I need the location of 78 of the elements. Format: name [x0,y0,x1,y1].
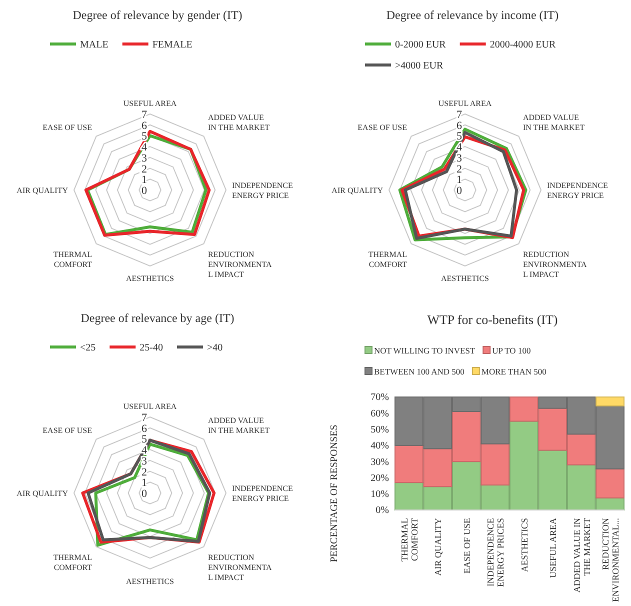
legend-label: FEMALE [152,40,192,50]
spoke-label: AESTHETICS [126,577,174,586]
y-tick-label: 70% [370,392,389,404]
y-tick-label: 10% [370,489,389,500]
spoke-label: ADDED VALUE IN THE MARKET [208,416,270,436]
legend-label: UP TO 100 [492,346,531,356]
spoke-label: INDEPENDENCE ENERGY PRICE [232,181,293,200]
chart-title: WTP for co-benefits (IT) [427,312,558,327]
y-tick-label: 6 [142,120,148,132]
spoke-label: EASE OF USE [42,123,92,132]
y-tick-label: 6 [456,120,462,132]
x-tick-label: AIR QUALITY [433,518,444,576]
y-tick-label: 7 [142,109,148,121]
x-tick-label: AESTHETICS [519,518,530,572]
x-tick-label: INDEPENDENCE ENERGY PRICES [486,518,506,587]
y-tick-label: 3 [456,152,462,164]
spoke-label: THERMAL COMFORT [368,250,408,269]
y-tick-label: 5 [142,434,148,446]
x-tick-label: THERMAL COMFORT [399,518,420,562]
spoke-label: AESTHETICS [126,274,174,283]
legend-label: 0-2000 EUR [395,40,446,50]
legend-label: >4000 EUR [395,60,444,72]
y-tick-label: 6 [142,422,148,435]
y-tick-label: 4 [142,142,148,154]
legend-label: >40 [206,342,223,354]
spoke-label: INDEPENDENCE ENERGY PRICE [547,181,608,200]
y-tick-label: 1 [142,477,147,490]
y-tick-label: 1 [456,174,462,186]
y-tick-label: 2 [142,466,147,478]
x-tick-label: USEFUL AREA [548,518,558,578]
spoke-label: ADDED VALUE IN THE MARKET [522,113,585,132]
spoke-label: THERMAL COMFORT [53,250,92,269]
spoke-label: INDEPENDENCE ENERGY PRICE [232,484,293,503]
x-tick-label: ADDED VALUE IN THE MARKET [572,518,592,593]
bar [596,396,624,406]
legend-label: 2000-4000 EUR [490,40,556,50]
y-axis-title: PERCENTAGE OF RESPONSES [329,424,340,562]
spoke-label: ADDED VALUE IN THE MARKET [208,113,270,132]
legend-label: <25 [80,342,96,354]
legend-label: MORE THAN 500 [481,366,546,376]
spoke-label: USEFUL AREA [123,99,177,108]
y-tick-label: 2 [142,163,147,176]
chart-title: Degree of relevance by age (IT) [80,311,234,325]
y-tick-label: 4 [456,142,462,154]
x-tick-label: EASE OF USE [462,518,472,574]
chart-title: Degree of relevance by gender (IT) [72,8,242,22]
chart-title: Degree of relevance by income (IT) [386,8,559,22]
spoke-label: EASE OF USE [42,426,92,436]
spoke-label: AESTHETICS [441,274,489,283]
y-tick-label: 7 [142,412,148,424]
legend-label: MALE [80,40,108,50]
y-tick-label: 20% [370,472,389,484]
y-tick-label: 7 [456,109,462,121]
y-tick-label: 1 [142,174,147,186]
y-tick-label: 0 [142,185,148,197]
legend-label: 25-40 [140,342,163,354]
spoke-label: REDUCTION ENVIRONMENTA L IMPACT [522,250,587,279]
x-tick-label: REDUCTION ENVIRONMENTAL... [600,518,621,602]
y-tick-label: 0 [456,185,462,197]
spoke-label: AIR QUALITY [16,489,68,498]
spoke-label: USEFUL AREA [123,402,177,411]
y-tick-label: 3 [142,152,148,164]
y-tick-label: 30% [370,456,389,468]
y-tick-label: 0 [142,488,148,500]
spoke-label: EASE OF USE [358,123,408,132]
y-tick-label: 40% [370,440,389,452]
legend-label: BETWEEN 100 AND 500 [374,366,464,376]
legend-label: NOT WILLING TO INVEST [374,346,476,356]
spoke-label: AIR QUALITY [16,186,68,195]
spoke-label: USEFUL AREA [438,99,492,108]
spoke-label: REDUCTION ENVIRONMENTA L IMPACT [208,552,272,582]
y-tick-label: 2 [456,163,462,176]
y-tick-label: 50% [370,424,389,436]
spoke-label: AIR QUALITY [332,186,384,195]
y-tick-label: 60% [370,408,389,420]
y-tick-label: 0% [376,505,389,516]
spoke-label: REDUCTION ENVIRONMENTA L IMPACT [208,250,272,279]
bar [596,468,624,498]
